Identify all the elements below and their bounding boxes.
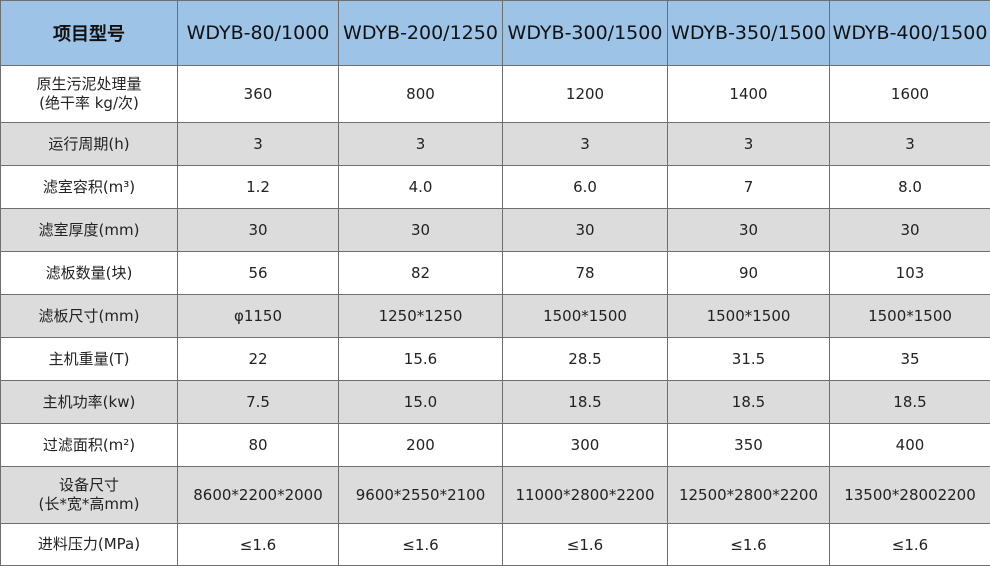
table-cell: 13500*28002200 bbox=[830, 467, 990, 524]
table-cell: 8600*2200*2000 bbox=[178, 467, 339, 524]
table-cell: 1500*1500 bbox=[830, 295, 990, 338]
table-cell: 11000*2800*2200 bbox=[503, 467, 668, 524]
table-cell: 12500*2800*2200 bbox=[668, 467, 830, 524]
table-cell: 30 bbox=[503, 209, 668, 252]
table-row: 滤室容积(m³) 1.2 4.0 6.0 7 8.0 bbox=[1, 166, 990, 209]
model-header: WDYB-200/1250 bbox=[339, 1, 503, 66]
row-label: 原生污泥处理量 (绝干率 kg/次) bbox=[1, 66, 178, 123]
table-row: 滤室厚度(mm) 30 30 30 30 30 bbox=[1, 209, 990, 252]
model-header: WDYB-300/1500 bbox=[503, 1, 668, 66]
row-label-line: (长*宽*高mm) bbox=[1, 495, 177, 514]
table-cell: 1250*1250 bbox=[339, 295, 503, 338]
row-label: 滤板数量(块) bbox=[1, 252, 178, 295]
table-cell: 4.0 bbox=[339, 166, 503, 209]
corner-label: 项目型号 bbox=[1, 1, 178, 66]
table-cell: 3 bbox=[339, 123, 503, 166]
table-cell: 7.5 bbox=[178, 381, 339, 424]
row-label: 主机重量(T) bbox=[1, 338, 178, 381]
table-cell: 3 bbox=[503, 123, 668, 166]
table-cell: 90 bbox=[668, 252, 830, 295]
table-cell: 30 bbox=[830, 209, 990, 252]
row-label: 设备尺寸 (长*宽*高mm) bbox=[1, 467, 178, 524]
table-cell: 15.0 bbox=[339, 381, 503, 424]
table-cell: 35 bbox=[830, 338, 990, 381]
table-cell: 1500*1500 bbox=[503, 295, 668, 338]
table-cell: 30 bbox=[668, 209, 830, 252]
row-label: 进料压力(MPa) bbox=[1, 524, 178, 566]
table-cell: 56 bbox=[178, 252, 339, 295]
table-cell: 30 bbox=[178, 209, 339, 252]
table-cell: 1.2 bbox=[178, 166, 339, 209]
table-cell: 350 bbox=[668, 424, 830, 467]
table-cell: 18.5 bbox=[668, 381, 830, 424]
table-body: 原生污泥处理量 (绝干率 kg/次) 360 800 1200 1400 160… bbox=[1, 66, 990, 566]
row-label: 过滤面积(m²) bbox=[1, 424, 178, 467]
table-cell: 82 bbox=[339, 252, 503, 295]
table-cell: 18.5 bbox=[503, 381, 668, 424]
table-header: 项目型号 WDYB-80/1000 WDYB-200/1250 WDYB-300… bbox=[1, 1, 990, 66]
table-cell: 400 bbox=[830, 424, 990, 467]
table-cell: 103 bbox=[830, 252, 990, 295]
table-cell: 28.5 bbox=[503, 338, 668, 381]
table-cell: 6.0 bbox=[503, 166, 668, 209]
table-cell: 3 bbox=[830, 123, 990, 166]
row-label-line: 设备尺寸 bbox=[1, 476, 177, 495]
model-header: WDYB-400/1500 bbox=[830, 1, 990, 66]
table-row: 滤板数量(块) 56 82 78 90 103 bbox=[1, 252, 990, 295]
table-cell: 1400 bbox=[668, 66, 830, 123]
table-row: 运行周期(h) 3 3 3 3 3 bbox=[1, 123, 990, 166]
row-label-line: (绝干率 kg/次) bbox=[1, 94, 177, 113]
row-label: 滤板尺寸(mm) bbox=[1, 295, 178, 338]
model-header: WDYB-350/1500 bbox=[668, 1, 830, 66]
table-cell: ≤1.6 bbox=[668, 524, 830, 566]
row-label-line: 原生污泥处理量 bbox=[1, 75, 177, 94]
row-label: 主机功率(kw) bbox=[1, 381, 178, 424]
table-cell: 78 bbox=[503, 252, 668, 295]
table-cell: 80 bbox=[178, 424, 339, 467]
table-cell: 1200 bbox=[503, 66, 668, 123]
row-label: 运行周期(h) bbox=[1, 123, 178, 166]
row-label: 滤室厚度(mm) bbox=[1, 209, 178, 252]
table-cell: 3 bbox=[178, 123, 339, 166]
table-cell: 15.6 bbox=[339, 338, 503, 381]
table-cell: 30 bbox=[339, 209, 503, 252]
table-row: 原生污泥处理量 (绝干率 kg/次) 360 800 1200 1400 160… bbox=[1, 66, 990, 123]
table-cell: 18.5 bbox=[830, 381, 990, 424]
table-cell: 1500*1500 bbox=[668, 295, 830, 338]
row-label: 滤室容积(m³) bbox=[1, 166, 178, 209]
table-cell: 8.0 bbox=[830, 166, 990, 209]
table-cell: 1600 bbox=[830, 66, 990, 123]
table-cell: 3 bbox=[668, 123, 830, 166]
table-cell: 22 bbox=[178, 338, 339, 381]
table-row: 主机功率(kw) 7.5 15.0 18.5 18.5 18.5 bbox=[1, 381, 990, 424]
table-cell: ≤1.6 bbox=[830, 524, 990, 566]
table-row: 进料压力(MPa) ≤1.6 ≤1.6 ≤1.6 ≤1.6 ≤1.6 bbox=[1, 524, 990, 566]
table-cell: 7 bbox=[668, 166, 830, 209]
header-row: 项目型号 WDYB-80/1000 WDYB-200/1250 WDYB-300… bbox=[1, 1, 990, 66]
table-cell: 360 bbox=[178, 66, 339, 123]
table-row: 滤板尺寸(mm) φ1150 1250*1250 1500*1500 1500*… bbox=[1, 295, 990, 338]
table-cell: ≤1.6 bbox=[503, 524, 668, 566]
table-row: 过滤面积(m²) 80 200 300 350 400 bbox=[1, 424, 990, 467]
table-row: 设备尺寸 (长*宽*高mm) 8600*2200*2000 9600*2550*… bbox=[1, 467, 990, 524]
table-row: 主机重量(T) 22 15.6 28.5 31.5 35 bbox=[1, 338, 990, 381]
table-cell: ≤1.6 bbox=[178, 524, 339, 566]
table-cell: φ1150 bbox=[178, 295, 339, 338]
table-cell: 800 bbox=[339, 66, 503, 123]
model-header: WDYB-80/1000 bbox=[178, 1, 339, 66]
table-cell: 9600*2550*2100 bbox=[339, 467, 503, 524]
table-cell: ≤1.6 bbox=[339, 524, 503, 566]
table-cell: 300 bbox=[503, 424, 668, 467]
table-cell: 200 bbox=[339, 424, 503, 467]
table-cell: 31.5 bbox=[668, 338, 830, 381]
